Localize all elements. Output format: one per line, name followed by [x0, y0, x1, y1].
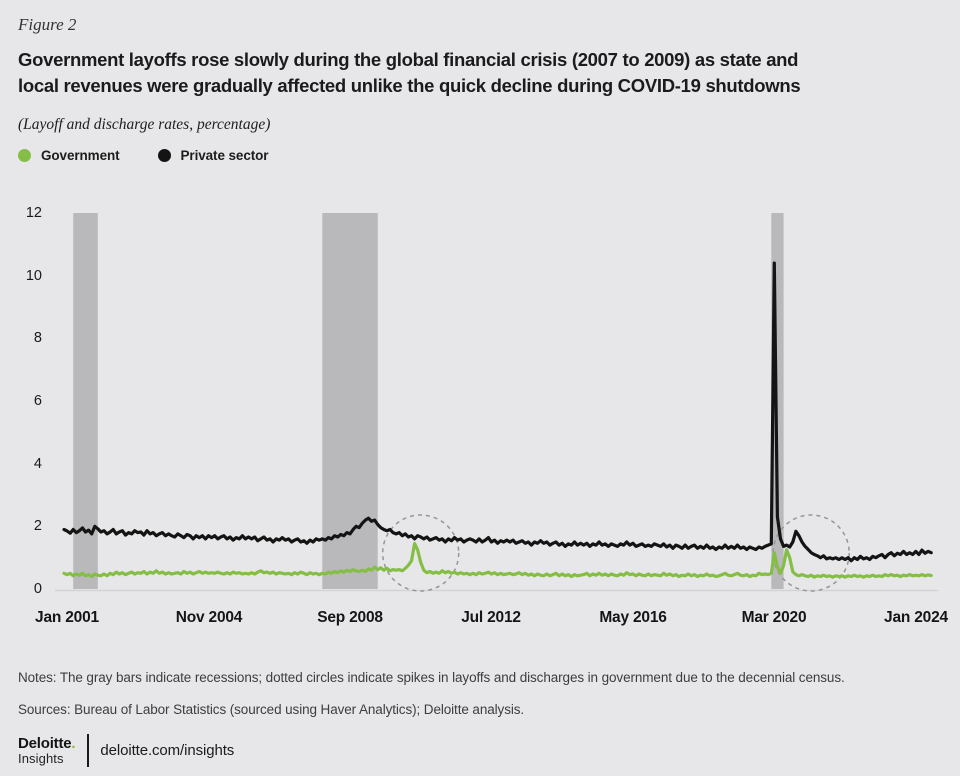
series-line-private-sector: [62, 261, 933, 563]
y-tick-label: 10: [25, 268, 42, 284]
x-tick-label: Jan 2001: [35, 609, 99, 626]
x-tick-label: Jul 2012: [461, 609, 521, 626]
y-tick-label: 2: [33, 518, 42, 534]
figure-title: Government layoffs rose slowly during th…: [18, 47, 801, 99]
footer-link: deloitte.com/insights: [100, 742, 235, 759]
legend-label-government: Government: [41, 148, 120, 163]
figure-subtitle: (Layoff and discharge rates, percentage): [18, 116, 271, 133]
legend-item-private-sector: Private sector: [157, 148, 269, 163]
census-spike-circle: [772, 514, 850, 592]
x-tick-label: Jan 2024: [884, 609, 948, 626]
legend-dot-private-sector: [157, 149, 171, 162]
y-tick-label: 4: [33, 456, 42, 472]
x-tick-label: Mar 2020: [741, 609, 807, 626]
deloitte-logo: Deloitte. Insights: [18, 734, 76, 766]
footer-divider: [87, 734, 90, 767]
figure-title-line-1: Government layoffs rose slowly during th…: [18, 49, 799, 70]
y-tick-label: 0: [33, 581, 42, 597]
brand-green-period: .: [71, 734, 76, 752]
brand-name: Deloitte.: [18, 734, 76, 752]
figure-label: Figure 2: [18, 15, 77, 34]
census-spike-circle: [381, 514, 460, 592]
legend-dot-government: [18, 149, 31, 162]
x-tick-label: Nov 2004: [175, 609, 243, 626]
series-line-government: [62, 541, 933, 579]
recession-band: [322, 213, 378, 589]
y-tick-label: 8: [33, 330, 42, 346]
footer: Deloitte. Insights deloitte.com/insights: [18, 734, 234, 767]
x-tick-label: Sep 2008: [317, 609, 383, 626]
x-tick-label: May 2016: [599, 609, 667, 626]
y-tick-label: 12: [25, 205, 42, 221]
brand-text: Deloitte: [18, 734, 72, 752]
legend-item-government: Government: [18, 148, 120, 163]
chart-legend: Government Private sector: [18, 148, 269, 163]
y-tick-label: 6: [33, 393, 42, 409]
figure-sources: Sources: Bureau of Labor Statistics (sou…: [18, 702, 525, 717]
legend-label-private-sector: Private sector: [180, 148, 269, 163]
figure-title-line-2: local revenues were gradually affected u…: [18, 75, 801, 96]
figure-notes: Notes: The gray bars indicate recessions…: [18, 670, 845, 685]
brand-sub: Insights: [18, 750, 64, 766]
